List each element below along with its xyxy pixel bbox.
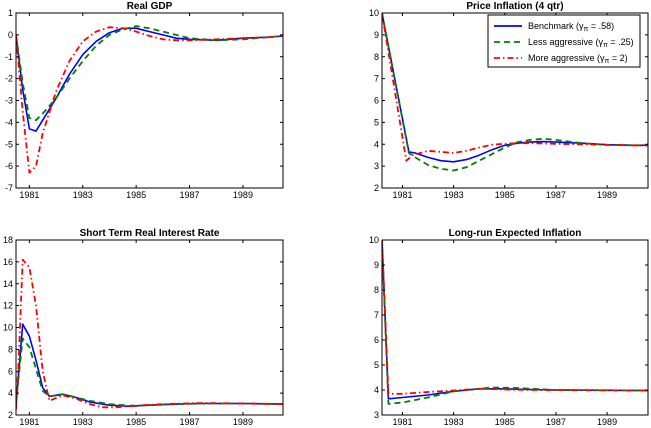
y-tick-label: 5 — [374, 117, 379, 127]
subplot-3: 1981 1983 1985 1987 1989 2 4 6 8 10 12 14 16 18 Short … — [3, 228, 284, 427]
subplot-title: Price Inflation (4 qtr) — [466, 1, 563, 12]
y-tick-label: -4 — [5, 117, 13, 127]
x-tick-label: 1987 — [546, 417, 566, 427]
series-line-benchmark — [16, 27, 283, 132]
y-tick-label: 1 — [8, 8, 13, 18]
x-tick-label: 1981 — [19, 417, 39, 427]
y-tick-label: 18 — [3, 235, 13, 245]
y-tick-label: -5 — [5, 139, 13, 149]
x-tick-label: 1983 — [73, 190, 93, 200]
x-tick-label: 1985 — [126, 190, 146, 200]
series-line-less-aggressive — [382, 13, 648, 172]
y-tick-label: -7 — [5, 183, 13, 193]
x-tick-label: 1981 — [392, 417, 412, 427]
y-tick-label: 3 — [374, 161, 379, 171]
y-tick-label: 16 — [3, 257, 13, 267]
y-tick-label: 4 — [374, 385, 379, 395]
y-tick-label: -2 — [5, 74, 13, 84]
y-tick-label: 0 — [8, 30, 13, 40]
legend-label: Less aggressive (γπ = .25) — [528, 37, 634, 49]
y-tick-label: 9 — [374, 30, 379, 40]
axes-box — [381, 239, 649, 416]
y-tick-label: -3 — [5, 96, 13, 106]
y-tick-label: 5 — [374, 360, 379, 370]
y-tick-label: 8 — [8, 344, 13, 354]
series-line-less-aggressive — [16, 25, 283, 122]
y-tick-label: 6 — [374, 96, 379, 106]
x-tick-label: 1989 — [233, 417, 253, 427]
y-tick-label: 8 — [374, 285, 379, 295]
y-tick-label: 2 — [8, 410, 13, 420]
series-line-more-aggressive — [16, 26, 283, 174]
y-tick-label: 6 — [374, 335, 379, 345]
y-tick-label: 7 — [374, 310, 379, 320]
x-tick-label: 1989 — [597, 417, 617, 427]
y-tick-label: 8 — [374, 52, 379, 62]
y-tick-label: -6 — [5, 161, 13, 171]
y-tick-label: 6 — [8, 366, 13, 376]
y-tick-label: 10 — [369, 235, 379, 245]
legend: Benchmark (γπ = .58) Less aggressive (γπ … — [487, 14, 641, 68]
x-tick-label: 1981 — [392, 190, 412, 200]
subplot-title: Short Term Real Interest Rate — [80, 228, 220, 239]
x-tick-label: 1983 — [444, 417, 464, 427]
subplot-1: 1981 1983 1985 1987 1989 -7 -6 -5 -4 -3 -2 -1 0 1 Real… — [5, 1, 284, 200]
x-tick-label: 1989 — [233, 190, 253, 200]
y-tick-label: -1 — [5, 52, 13, 62]
y-tick-label: 7 — [374, 74, 379, 84]
y-tick-label: 14 — [3, 279, 13, 289]
series-line-less-aggressive — [16, 337, 283, 407]
plot-area — [16, 13, 283, 188]
subplot-4: 1981 1983 1985 1987 1989 3 4 5 6 7 8 9 10 Long-run Ex… — [369, 228, 649, 427]
y-tick-label: 3 — [374, 410, 379, 420]
y-tick-label: 9 — [374, 260, 379, 270]
y-tick-label: 10 — [3, 323, 13, 333]
x-tick-label: 1987 — [180, 417, 200, 427]
subplot-title: Real GDP — [127, 1, 173, 12]
legend-label: More aggressive (γπ = 2) — [528, 53, 628, 65]
x-tick-label: 1985 — [495, 190, 515, 200]
plot-area — [382, 240, 648, 415]
x-tick-label: 1987 — [180, 190, 200, 200]
x-tick-label: 1983 — [444, 190, 464, 200]
legend-label: Benchmark (γπ = .58) — [528, 21, 614, 33]
x-tick-label: 1983 — [73, 417, 93, 427]
y-tick-label: 2 — [374, 183, 379, 193]
x-tick-label: 1989 — [597, 190, 617, 200]
y-tick-label: 12 — [3, 301, 13, 311]
y-tick-label: 4 — [8, 388, 13, 398]
y-tick-label: 10 — [369, 8, 379, 18]
x-tick-label: 1985 — [126, 417, 146, 427]
series-line-more-aggressive — [382, 13, 648, 162]
y-tick-label: 4 — [374, 139, 379, 149]
subplot-title: Long-run Expected Inflation — [449, 228, 582, 239]
x-tick-label: 1987 — [546, 190, 566, 200]
series-line-more-aggressive — [382, 240, 648, 395]
x-tick-label: 1985 — [495, 417, 515, 427]
x-tick-label: 1981 — [19, 190, 39, 200]
plot-area — [16, 240, 283, 415]
